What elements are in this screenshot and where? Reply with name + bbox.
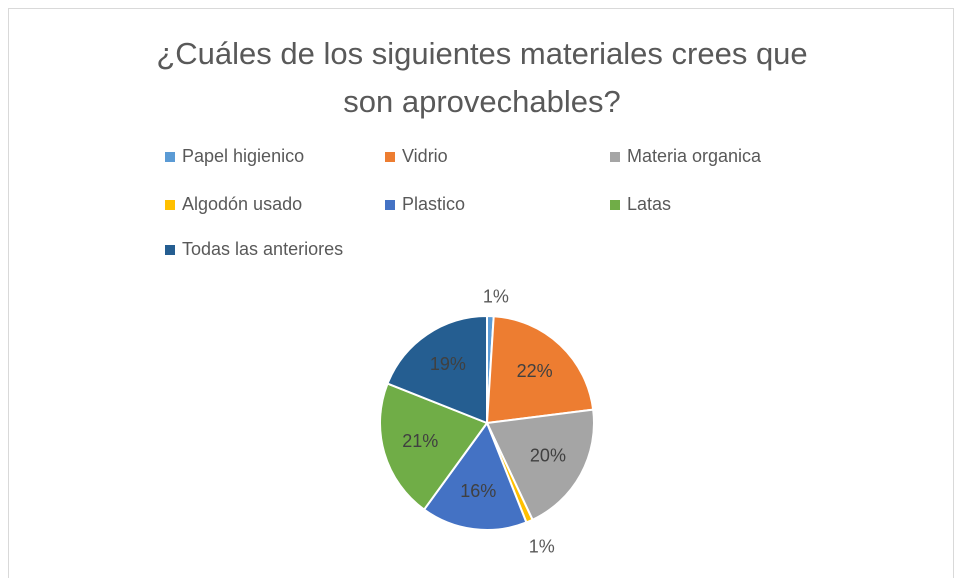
legend-label: Vidrio bbox=[402, 146, 448, 166]
data-label: 21% bbox=[402, 431, 438, 451]
legend-swatch bbox=[165, 245, 175, 255]
legend-label: Latas bbox=[627, 194, 671, 214]
pie-slice bbox=[422, 420, 528, 531]
data-label: 22% bbox=[517, 361, 553, 381]
pie-slice bbox=[485, 408, 595, 522]
legend-label: Papel higienico bbox=[182, 146, 304, 166]
legend-label: Materia organica bbox=[627, 146, 762, 166]
legend-swatch bbox=[165, 152, 175, 162]
legend-swatch bbox=[165, 200, 175, 210]
legend-label: Todas las anteriores bbox=[182, 239, 343, 259]
legend-label: Algodón usado bbox=[182, 194, 302, 214]
legend-label: Plastico bbox=[402, 194, 465, 214]
pie-slice bbox=[386, 314, 488, 425]
legend-swatch bbox=[385, 152, 395, 162]
data-label: 16% bbox=[460, 481, 496, 501]
legend-swatch bbox=[610, 152, 620, 162]
chart-title: ¿Cuáles de los siguientes materiales cre… bbox=[156, 36, 808, 119]
pie-slice bbox=[485, 315, 595, 425]
data-label: 20% bbox=[530, 445, 566, 465]
chart-frame bbox=[8, 8, 954, 578]
data-label: 19% bbox=[430, 354, 466, 374]
data-label: 1% bbox=[483, 287, 509, 307]
pie-slice bbox=[379, 382, 489, 511]
legend-swatch bbox=[385, 200, 395, 210]
data-label: 1% bbox=[529, 537, 555, 557]
legend-swatch bbox=[610, 200, 620, 210]
